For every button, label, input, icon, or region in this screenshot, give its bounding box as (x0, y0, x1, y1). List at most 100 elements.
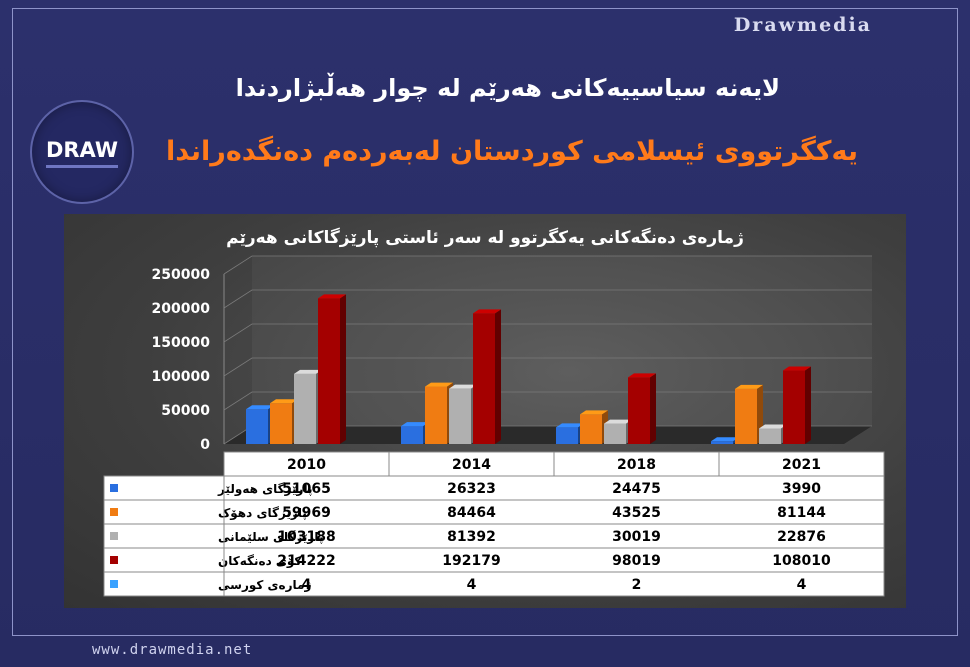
bar (711, 441, 733, 444)
bar-top (580, 410, 608, 415)
data-label: 98019 (612, 553, 661, 569)
x-category-label: 2010 (287, 457, 326, 473)
brand-name-top: Drawmedia (733, 14, 872, 36)
series-label: ژمارەی کورسی (218, 578, 311, 593)
data-label: 4 (467, 577, 477, 593)
bar-top (270, 399, 298, 404)
bar (449, 388, 471, 444)
grid-line (223, 323, 872, 343)
logo-text: DRAW (45, 138, 119, 162)
table-row (103, 547, 885, 573)
bar-side (340, 294, 346, 444)
y-tick-label: 200000 (152, 301, 211, 317)
bar (318, 298, 340, 444)
bar-top (473, 309, 501, 314)
series-label: پارێزگای دهۆک (218, 506, 307, 521)
bar-top (246, 405, 274, 410)
x-category-label: 2021 (782, 457, 821, 473)
y-tick-label: 100000 (152, 369, 211, 385)
bar-top (628, 373, 656, 378)
data-label: 81392 (447, 529, 496, 545)
legend-swatch (110, 484, 118, 492)
chart-title: ژمارەی دەنگەکانی یەکگرتوو لە سەر ئاستی پ… (226, 228, 744, 248)
table-row (103, 475, 885, 501)
logo-underline (46, 165, 118, 168)
bar (604, 423, 626, 444)
data-label: 108010 (772, 553, 831, 569)
chart-back-wall (252, 256, 872, 426)
bar (735, 388, 757, 444)
data-label: 26323 (447, 481, 496, 497)
brand-url-bottom: www.drawmedia.net (92, 642, 253, 658)
bar-top (604, 419, 632, 424)
bar-side (495, 309, 501, 444)
bar-top (759, 424, 787, 429)
grid-line (223, 255, 872, 275)
y-tick-label: 0 (200, 437, 210, 453)
data-label: 43525 (612, 505, 661, 521)
legend-swatch (110, 532, 118, 540)
bar-top (449, 384, 477, 389)
bar (580, 414, 602, 444)
table-row (103, 499, 885, 525)
bar-top (294, 369, 322, 374)
series-label: کۆی دەنگەکان (218, 554, 301, 569)
bar (783, 370, 805, 444)
data-label: 22876 (777, 529, 826, 545)
grid-line (223, 357, 872, 377)
table-row (103, 571, 885, 597)
data-label: 214222 (277, 553, 335, 569)
bar-top (735, 384, 763, 389)
bar (473, 313, 495, 444)
data-label: 24475 (612, 481, 661, 497)
bar-chart: 250000 200000 150000 100000 50000 0 2010 2014 20… (103, 255, 885, 597)
headline-primary: لایەنە سیاسییەکانی هەرێم لە چوار هەڵبژار… (235, 74, 780, 102)
bar-side (650, 373, 656, 444)
bar (401, 426, 423, 444)
chart-floor (224, 426, 872, 444)
y-tick-label: 50000 (161, 403, 210, 419)
y-tick-label: 150000 (152, 335, 211, 351)
series-label: پارێزگای هەولێر (217, 482, 312, 497)
data-label: 59969 (282, 505, 331, 521)
bar (556, 427, 578, 444)
grid-line (223, 289, 872, 309)
bar-side (805, 366, 811, 444)
bar-top (425, 382, 453, 387)
bar (270, 403, 292, 444)
legend-swatch (110, 556, 118, 564)
data-label: 3990 (782, 481, 821, 497)
data-label: 4 (797, 577, 807, 593)
data-label: 192179 (442, 553, 500, 569)
bar (425, 386, 447, 444)
data-label: 81144 (777, 505, 826, 521)
bar-top (556, 423, 584, 428)
data-label: 51065 (282, 481, 331, 497)
bar (759, 428, 781, 444)
bar-top (711, 437, 739, 442)
bar (246, 409, 268, 444)
data-label: 4 (302, 577, 312, 593)
x-category-label: 2018 (617, 457, 656, 473)
draw-logo-icon: DRAW (30, 100, 134, 204)
chart-panel: ژمارەی دەنگەکانی یەکگرتوو لە سەر ئاستی پ… (64, 214, 906, 608)
bar-top (401, 422, 429, 427)
data-label: 103188 (277, 529, 335, 545)
series-label: پارێزگای سلێمانی (218, 530, 323, 544)
data-label: 84464 (447, 505, 496, 521)
bar (294, 373, 316, 444)
headline-secondary: یەکگرتووی ئیسلامی کوردستان لەبەردەم دەنگ… (166, 136, 858, 167)
bar-top (318, 294, 346, 299)
y-tick-label: 250000 (152, 267, 211, 283)
bar-top (783, 366, 811, 371)
x-category-label: 2014 (452, 457, 491, 473)
table-row (103, 523, 885, 549)
legend-swatch (110, 580, 118, 588)
legend-swatch (110, 508, 118, 516)
data-label: 2 (632, 577, 642, 593)
bar (628, 377, 650, 444)
data-label: 30019 (612, 529, 661, 545)
grid-line (223, 391, 872, 411)
page-frame (12, 8, 958, 636)
